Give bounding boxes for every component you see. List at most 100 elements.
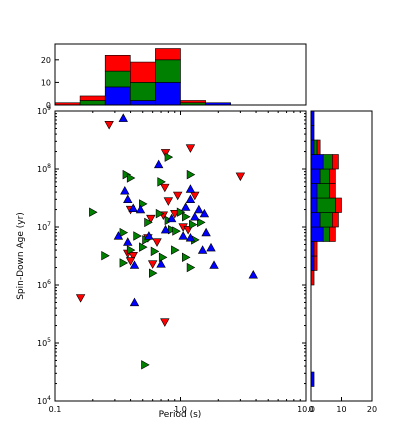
right-bar-green [313,139,318,155]
scatter-point-green [126,245,136,255]
scatter-point-red [147,260,158,269]
scatter-point-green [148,268,158,278]
right-histogram-ticks: 0 10 20 [308,397,377,414]
right-bar-green [319,168,330,184]
scatter-point-blue [128,203,138,212]
scatter-point-blue [135,204,146,214]
top-y-tick-label: 0 [46,101,51,110]
scatter-point-blue [190,211,200,221]
scatter-point-blue [194,204,204,214]
scatter-point-green [186,262,196,273]
scatter-point-blue [199,208,210,218]
scatter-point-blue [129,297,140,307]
scatter-point-blue [178,231,188,240]
top-bar-blue [104,86,131,106]
scatter-point-blue [118,113,128,122]
scatter-point-green [186,169,196,180]
scatter-point-blue [123,194,133,203]
scatter-point-blue [185,184,196,193]
right-bar-blue [310,226,324,242]
scatter-point-red [163,197,174,206]
scatter-point-green [182,212,191,222]
scatter-point-red [128,252,138,261]
top-bar-green [130,82,156,101]
top-bar-blue [130,100,156,106]
right-bar-green [322,154,333,170]
top-bar-green [104,70,131,88]
scatter-point-green [141,360,150,370]
top-histogram: 0 10 20 [41,43,307,110]
scatter-point-red [104,121,114,130]
top-histogram-bars [54,48,232,106]
scatter-point-blue [209,260,219,269]
right-bar-red [328,226,336,242]
scatter-points [75,113,258,370]
y-tick-label: 109 [37,105,51,116]
scatter-point-red [160,183,170,193]
top-histogram-ticks: 0 10 20 [41,56,59,110]
right-x-tick-label: 20 [367,405,377,414]
scatter-point-green [157,177,166,187]
y-tick-label: 105 [37,337,51,348]
right-bar-blue [310,183,318,199]
scatter-point-green [155,208,165,219]
scatter-point-red [160,318,170,327]
scatter-point-green [189,219,198,230]
right-x-tick-label: 10 [336,405,346,414]
scatter-point-green [89,207,98,217]
main-axis-ticks: 0.1 1.0 10.0 104 105 106 107 108 109 [37,105,315,414]
scatter-point-green [176,207,186,217]
main-axes-frame [54,110,307,402]
top-y-tick-label: 20 [41,56,51,65]
scatter-point-blue [206,242,216,252]
top-bar-red [180,100,206,104]
scatter-point-green [139,242,148,252]
scatter-point-green [158,252,168,263]
right-bar-red [313,255,318,271]
scatter-point-blue [185,233,196,242]
scatter-point-blue [160,224,171,234]
right-bar-red [313,241,318,257]
right-bar-red [316,139,321,155]
scatter-point-red [125,257,136,266]
x-axis-label: Period (s) [159,410,202,420]
y-axis-label: Spin-Down Age (yr) [16,212,26,300]
top-bar-red [155,48,181,61]
right-bar-blue [310,168,321,184]
x-tick-label: 0.1 [49,405,62,414]
scatter-point-red [172,191,183,201]
scatter-point-blue [120,186,130,195]
scatter-point-green [119,227,129,238]
scatter-point-green [144,217,153,228]
right-bar-green [316,197,336,213]
right-histogram: 0 10 20 [308,110,377,414]
top-bar-red [104,54,131,72]
top-histogram-frame [54,43,307,106]
scatter-point-green [101,250,110,261]
right-bar-blue [310,212,321,228]
y-tick-label: 106 [37,279,51,290]
scatter-point-green [164,152,174,162]
scatter-point-red [146,214,156,224]
scatter-point-green [139,199,148,209]
x-tick-label: 1.0 [174,405,187,414]
scatter-point-green [122,169,132,180]
scatter-point-blue [166,213,177,223]
scatter-point-red [75,294,86,303]
right-bar-blue [310,154,324,170]
right-bar-red [328,183,336,199]
top-bar-green [155,59,181,83]
scatter-point-blue [113,231,124,240]
right-bar-red [328,168,336,184]
x-tick-label: 10.0 [297,405,315,414]
top-bar-blue [155,82,181,106]
scatter-point-red [152,238,162,247]
right-bar-green [322,226,330,242]
right-bar-green [319,212,333,228]
top-bar-green [79,100,106,106]
scatter-point-blue [153,159,164,169]
scatter-point-red [235,172,246,182]
scatter-point-blue [129,260,140,269]
